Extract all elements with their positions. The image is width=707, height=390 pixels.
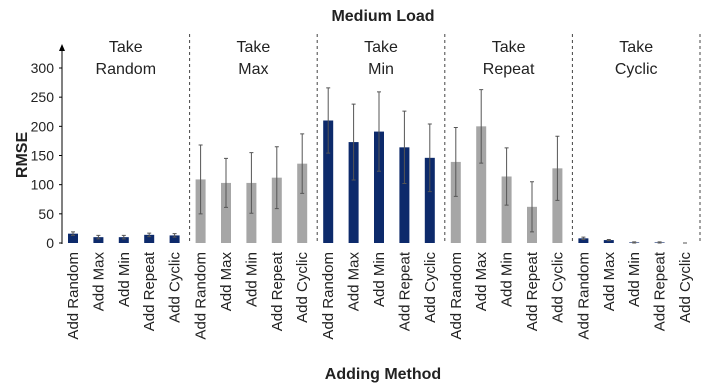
- bar: [578, 238, 589, 243]
- bar: [297, 163, 308, 243]
- x-tick-label: Add Min: [371, 252, 388, 307]
- y-tick-label: 200: [31, 118, 55, 134]
- x-tick-label: Add Cyclic: [549, 252, 566, 323]
- error-bar: [351, 103, 356, 181]
- x-tick-label: Add Repeat: [141, 251, 158, 331]
- y-tick-label: 50: [38, 206, 54, 222]
- x-tick-label: Add Cyclic: [167, 252, 184, 323]
- y-tick-label: 0: [46, 235, 54, 251]
- group-label: Min: [368, 61, 394, 78]
- x-tick-label: Add Repeat: [396, 251, 413, 331]
- error-bar: [427, 123, 432, 193]
- x-tick-label: Add Max: [346, 252, 363, 312]
- bar: [68, 233, 78, 243]
- bar: [169, 235, 180, 243]
- error-bar: [453, 127, 458, 197]
- x-tick-label: Add Random: [575, 252, 592, 340]
- bar: [399, 147, 410, 243]
- error-bar: [121, 234, 126, 240]
- error-bar: [300, 133, 305, 194]
- x-tick-label: Add Min: [626, 252, 643, 307]
- error-bar: [147, 232, 152, 238]
- x-tick-label: Add Random: [193, 252, 210, 340]
- error-bar: [479, 89, 484, 164]
- x-tick-label: Add Random: [65, 252, 82, 340]
- error-bar: [377, 91, 381, 172]
- error-bar: [530, 181, 534, 233]
- x-tick-label: Add Cyclic: [294, 252, 311, 323]
- x-tick-label: Add Min: [116, 252, 133, 307]
- bar: [348, 142, 359, 243]
- group-label: Take: [492, 39, 526, 56]
- x-tick-label: Add Random: [448, 252, 465, 340]
- group-label: Take: [619, 39, 653, 56]
- bar: [271, 177, 282, 243]
- y-axis-arrow: [59, 44, 65, 51]
- bar: [323, 120, 334, 243]
- error-bar: [274, 146, 279, 210]
- bar: [424, 157, 435, 243]
- x-tick-label: Add Max: [218, 252, 235, 312]
- x-axis-title: Adding Method: [325, 366, 441, 383]
- chart-title: Medium Load: [331, 8, 434, 25]
- error-bar: [581, 236, 586, 240]
- bar: [603, 240, 614, 243]
- x-tick-label: Add Repeat: [524, 251, 541, 331]
- error-bar: [504, 147, 509, 206]
- bar: [93, 237, 104, 243]
- group-label: Max: [238, 61, 268, 78]
- error-bar: [224, 157, 228, 208]
- group-label: Take: [109, 39, 143, 56]
- bar: [476, 126, 487, 243]
- x-tick-label: Add Repeat: [652, 251, 669, 331]
- group-label: Cyclic: [615, 61, 658, 78]
- bar: [221, 182, 231, 243]
- error-bar: [632, 241, 637, 244]
- x-tick-label: Add Cyclic: [422, 252, 439, 323]
- bar: [118, 237, 129, 243]
- bar: [374, 131, 384, 243]
- bar: [450, 161, 461, 243]
- x-tick-label: Add Max: [473, 252, 490, 312]
- bar: [144, 234, 155, 243]
- y-tick-label: 300: [31, 60, 55, 76]
- x-tick-label: Add Min: [243, 252, 260, 307]
- y-tick-label: 250: [31, 89, 55, 105]
- y-tick-label: 150: [31, 148, 55, 164]
- bar: [552, 168, 563, 243]
- y-axis-title: RMSE: [14, 132, 31, 179]
- error-bar: [555, 135, 560, 201]
- x-tick-label: Add Min: [499, 252, 516, 307]
- x-tick-label: Add Max: [90, 252, 107, 312]
- error-bar: [402, 110, 407, 184]
- error-bar: [71, 231, 75, 236]
- error-bar: [172, 233, 177, 238]
- group-label: Repeat: [483, 61, 535, 78]
- error-bar: [326, 87, 331, 154]
- x-tick-label: Add Cyclic: [677, 252, 694, 323]
- error-bar: [249, 152, 254, 214]
- y-tick-label: 100: [31, 177, 55, 193]
- error-bar: [96, 234, 101, 240]
- group-label: Take: [237, 39, 271, 56]
- x-tick-label: Add Random: [320, 252, 337, 340]
- group-label: Random: [96, 61, 156, 78]
- group-label: Take: [364, 39, 398, 56]
- error-bar: [198, 144, 203, 215]
- error-bar: [606, 239, 611, 242]
- error-bar: [657, 241, 662, 244]
- x-tick-label: Add Max: [601, 252, 618, 312]
- bar: [501, 176, 512, 243]
- x-tick-label: Add Repeat: [269, 251, 286, 331]
